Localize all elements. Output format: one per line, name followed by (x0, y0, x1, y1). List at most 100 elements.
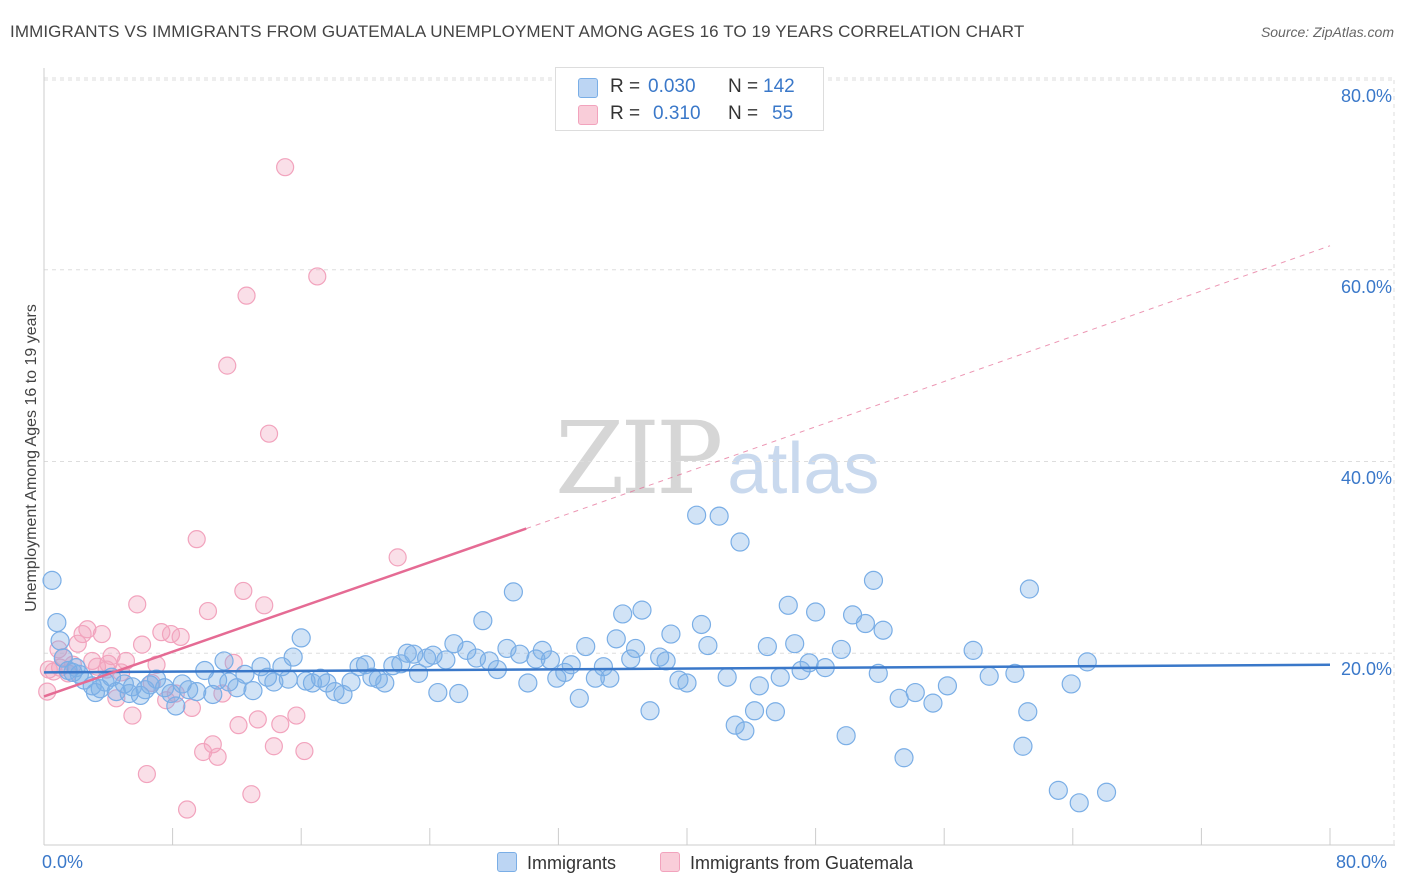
immigrants-point (1013, 736, 1033, 756)
legend-n-label: N = (728, 103, 759, 124)
guatemala-point (248, 710, 267, 729)
immigrants-point (889, 688, 909, 708)
immigrants-point (510, 644, 530, 664)
immigrants-point (691, 614, 712, 635)
bottom-legend-immigrants: Immigrants (497, 852, 616, 874)
immigrants-point (391, 654, 411, 674)
immigrants-point (905, 682, 925, 703)
immigrants-point (979, 666, 999, 686)
immigrants-point (873, 620, 893, 640)
x-tick-0: 0.0% (42, 852, 84, 872)
correlation-legend: R = 0.030 N = 142 R = 0.310 N = 55 (555, 67, 824, 131)
y-tick-80: 80.0% (1340, 86, 1392, 106)
immigrants-point (757, 636, 777, 657)
legend-r-value: 0.310 (653, 103, 701, 124)
y-tick-60: 60.0% (1340, 277, 1392, 297)
guatemala-point (137, 764, 156, 784)
immigrants-point (725, 715, 745, 735)
y-axis-label: Unemployment Among Ages 16 to 19 years (23, 304, 40, 612)
guatemala-point (276, 158, 295, 177)
immigrants-point (569, 688, 589, 708)
y-tick-20: 20.0% (1340, 659, 1392, 679)
guatemala-point (208, 747, 227, 766)
immigrants-point (555, 662, 575, 683)
immigrants-point (640, 701, 660, 721)
grid-lines (44, 77, 1395, 845)
immigrants-point (42, 570, 62, 590)
immigrants-point (923, 693, 943, 713)
immigrants-point (855, 613, 876, 634)
immigrants-point (283, 647, 303, 667)
immigrants-point (1096, 782, 1117, 802)
immigrants-point (730, 532, 750, 552)
immigrants-point (1077, 652, 1097, 672)
guatemala-point (229, 716, 248, 735)
immigrants-point (894, 748, 914, 768)
bottom-swatch-blue (497, 852, 517, 872)
immigrants-point (203, 684, 223, 705)
immigrants-point (397, 643, 417, 663)
immigrants-point (561, 655, 581, 675)
y-tick-40: 40.0% (1340, 468, 1392, 488)
immigrants-point (613, 604, 633, 624)
immigrants-point (187, 681, 207, 702)
immigrants-point (661, 624, 681, 644)
immigrants-point (863, 570, 884, 590)
immigrants-point (214, 651, 234, 671)
immigrants-point (243, 681, 263, 701)
guatemala-point (171, 627, 190, 647)
guatemala-point (287, 706, 306, 725)
immigrants-point (518, 673, 538, 693)
guatemala-point (264, 737, 283, 756)
trend-lines (43, 245, 1331, 698)
immigrants-point (457, 640, 477, 660)
immigrants-point (47, 612, 67, 633)
guatemala-point (92, 624, 111, 644)
guatemala-point (218, 356, 237, 375)
immigrants-point (503, 582, 523, 602)
watermark-atlas: atlas (727, 429, 880, 509)
immigrants-point (770, 667, 790, 687)
immigrants-point (375, 673, 395, 693)
guatemala-point (194, 742, 213, 762)
legend-swatch-pink (578, 105, 598, 125)
immigrants-point (1061, 674, 1081, 694)
immigrants-point (749, 676, 769, 696)
immigrants-point (778, 595, 798, 615)
immigrants-point (1018, 702, 1038, 722)
guatemala-trend-line (43, 527, 527, 698)
bottom-swatch-pink (660, 852, 680, 872)
guatemala-point (237, 286, 256, 305)
immigrants-point (735, 721, 755, 741)
bottom-legend-label: Immigrants (527, 853, 617, 873)
bottom-legend-label: Immigrants from Guatemala (690, 853, 914, 873)
guatemala-point (271, 715, 290, 734)
immigrants-point (53, 648, 73, 668)
watermark: ZIP atlas (555, 400, 879, 517)
legend-n-value: 142 (763, 76, 795, 97)
chart-title: IMMIGRANTS VS IMMIGRANTS FROM GUATEMALA … (10, 22, 1025, 41)
guatemala-point (198, 601, 218, 621)
immigrants-point (831, 639, 851, 660)
legend-r-label: R = (610, 76, 641, 97)
watermark-zip: ZIP (555, 400, 723, 517)
guatemala-trend-extension (526, 245, 1331, 530)
immigrants-point (717, 667, 737, 687)
immigrants-point (404, 644, 424, 664)
immigrants-point (709, 506, 729, 526)
immigrants-point (963, 640, 983, 660)
immigrants-point (576, 636, 596, 657)
immigrants-point (593, 657, 614, 677)
immigrants-point (532, 640, 552, 660)
immigrants-point (1048, 780, 1068, 800)
immigrants-point (278, 669, 298, 689)
immigrants-point (291, 628, 311, 648)
immigrants-trend-line (43, 663, 1331, 674)
guatemala-point (255, 596, 274, 615)
immigrants-point (436, 650, 456, 670)
guatemala-point (132, 635, 152, 654)
immigrants-point (540, 650, 560, 670)
immigrants-point (600, 668, 620, 688)
immigrants-point (868, 663, 888, 683)
immigrants-point (1019, 579, 1039, 599)
